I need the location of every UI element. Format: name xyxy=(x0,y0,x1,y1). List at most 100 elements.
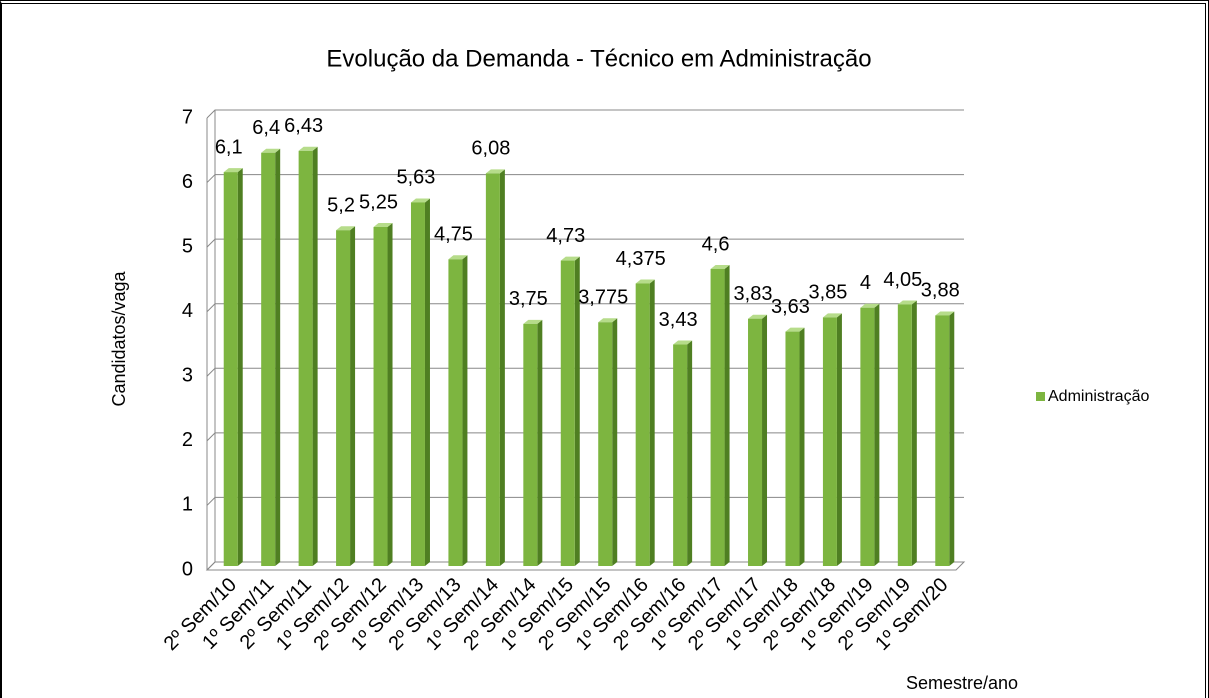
data-label: 5,2 xyxy=(327,195,355,217)
grid-line xyxy=(206,496,964,506)
data-label: 6,43 xyxy=(284,115,323,137)
data-label: 6,4 xyxy=(252,117,280,139)
data-label: 4,05 xyxy=(883,269,922,291)
data-label: 6,1 xyxy=(215,136,243,158)
bar xyxy=(860,307,875,566)
bar-top xyxy=(261,148,281,153)
bar xyxy=(785,331,800,566)
y-tick-label: 1 xyxy=(182,494,193,516)
bar xyxy=(748,318,763,566)
data-label: 5,25 xyxy=(359,191,398,213)
bar-side xyxy=(799,327,805,566)
grid-line xyxy=(206,174,964,183)
data-label: 3,63 xyxy=(771,296,810,318)
bar xyxy=(336,230,351,566)
data-label: 4,73 xyxy=(546,225,585,247)
bar-top xyxy=(860,303,880,308)
bar-side xyxy=(312,146,318,566)
bar-top xyxy=(785,327,805,332)
legend-swatch xyxy=(1036,392,1045,401)
chart: Evolução da Demanda - Técnico em Adminis… xyxy=(109,45,1150,693)
y-tick-label: 2 xyxy=(182,429,193,451)
bar xyxy=(261,152,276,566)
bar-side xyxy=(762,314,768,566)
bar-side xyxy=(911,300,917,566)
bar-top xyxy=(410,198,430,203)
data-label: 6,08 xyxy=(471,138,510,160)
y-tick-label: 7 xyxy=(182,106,193,128)
bar-side xyxy=(949,311,955,566)
bar-top xyxy=(748,314,768,319)
bar xyxy=(485,173,500,567)
floor xyxy=(205,561,966,571)
bar-top xyxy=(523,319,543,324)
data-label: 4 xyxy=(860,272,871,294)
data-label: 5,63 xyxy=(397,167,436,189)
bar-side xyxy=(275,148,281,566)
bar-side xyxy=(874,303,880,566)
grid-line xyxy=(206,238,964,248)
bar-top xyxy=(897,300,917,305)
grid-line xyxy=(206,432,964,442)
grid-line xyxy=(206,561,964,571)
bar-side xyxy=(574,256,580,566)
bar xyxy=(523,323,538,566)
data-label: 4,75 xyxy=(434,224,473,246)
bar-side xyxy=(612,318,618,566)
data-label: 3,775 xyxy=(578,287,628,309)
bar-top xyxy=(635,279,655,284)
bar-top xyxy=(373,223,393,227)
bar-top xyxy=(822,313,842,318)
bar-top xyxy=(223,168,243,173)
y-axis-label: Candidatos/vaga xyxy=(109,270,129,406)
bar-top xyxy=(448,255,468,260)
bar xyxy=(373,227,388,566)
bar-top xyxy=(935,311,955,316)
data-label: 4,375 xyxy=(616,248,666,270)
bar xyxy=(673,344,688,566)
data-label: 3,88 xyxy=(921,280,960,302)
bar-side xyxy=(649,279,655,566)
bar-side xyxy=(836,313,842,566)
bar xyxy=(710,268,725,566)
bar xyxy=(935,315,950,566)
data-label: 3,83 xyxy=(734,283,773,305)
bar-top xyxy=(336,226,356,231)
bar-side xyxy=(687,340,693,566)
bar-side xyxy=(462,255,468,567)
bar-side xyxy=(350,226,356,566)
y-tick-label: 3 xyxy=(182,365,193,387)
y-tick-label: 6 xyxy=(182,171,193,193)
bar-top xyxy=(673,340,693,345)
bar xyxy=(560,260,575,566)
data-label: 4,6 xyxy=(702,233,730,255)
y-tick-label: 5 xyxy=(182,235,193,257)
bar xyxy=(897,304,912,566)
bar-side xyxy=(724,264,730,566)
data-label: 3,85 xyxy=(808,282,847,304)
bar-side xyxy=(387,223,393,566)
bar xyxy=(598,322,613,566)
bar xyxy=(298,150,313,566)
bar-side xyxy=(537,319,543,566)
bar xyxy=(635,283,650,566)
bar-top xyxy=(710,264,730,269)
bar xyxy=(223,172,238,566)
bar xyxy=(448,259,463,566)
bar-top xyxy=(598,318,618,323)
bar-top xyxy=(560,256,580,261)
grid-line xyxy=(206,109,964,119)
bar-side xyxy=(237,168,243,566)
y-tick-label: 0 xyxy=(182,558,193,580)
legend-label: Administração xyxy=(1048,388,1149,405)
bar-side xyxy=(499,169,505,567)
bar xyxy=(822,317,837,566)
data-label: 3,43 xyxy=(659,309,698,331)
bar-top xyxy=(298,146,318,151)
y-tick-label: 4 xyxy=(182,300,193,322)
data-label: 3,75 xyxy=(509,288,548,310)
chart-title: Evolução da Demanda - Técnico em Adminis… xyxy=(326,45,871,72)
grid-line xyxy=(206,367,964,377)
x-axis-label: Semestre/ano xyxy=(906,673,1018,693)
